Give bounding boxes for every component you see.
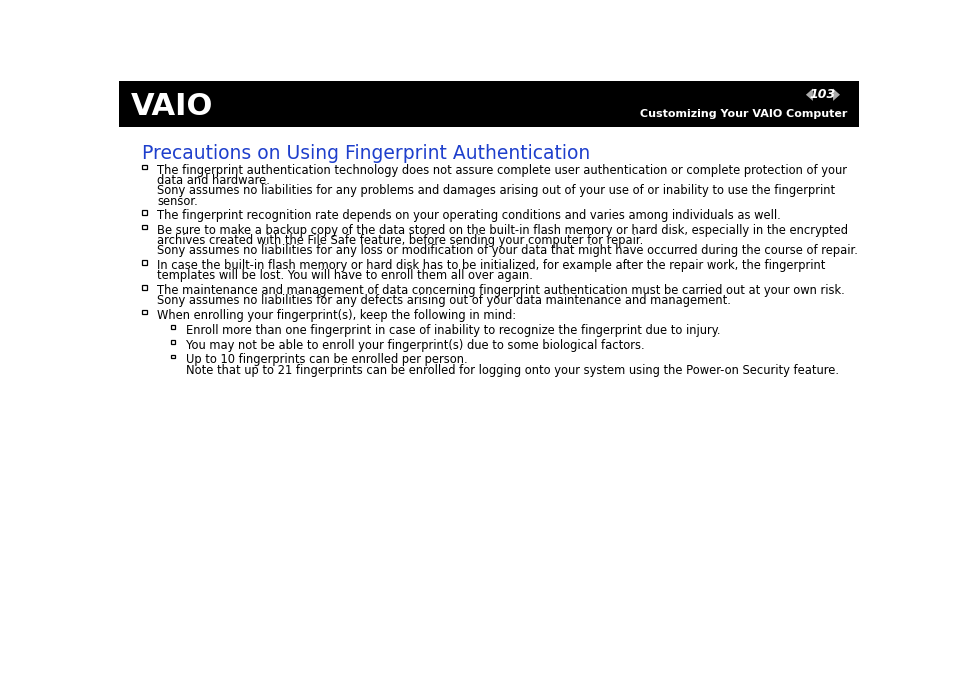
Text: Note that up to 21 fingerprints can be enrolled for logging onto your system usi: Note that up to 21 fingerprints can be e… [186, 364, 838, 377]
Text: In case the built-in flash memory or hard disk has to be initialized, for exampl: In case the built-in flash memory or har… [157, 259, 824, 272]
Text: The fingerprint authentication technology does not assure complete user authenti: The fingerprint authentication technolog… [157, 164, 846, 177]
Bar [142, 260, 147, 265]
Bar [142, 210, 147, 215]
Bar [119, 81, 858, 127]
Text: Customizing Your VAIO Computer: Customizing Your VAIO Computer [639, 109, 846, 119]
Text: VAIO: VAIO [131, 92, 213, 121]
Text: Enroll more than one fingerprint in case of inability to recognize the fingerpri: Enroll more than one fingerprint in case… [186, 324, 720, 337]
Text: Sony assumes no liabilities for any loss or modification of your data that might: Sony assumes no liabilities for any loss… [157, 245, 857, 257]
Bar [142, 285, 147, 290]
Bar [171, 325, 174, 329]
Polygon shape [805, 88, 812, 101]
Text: archives created with the File Safe feature, before sending your computer for re: archives created with the File Safe feat… [157, 235, 643, 247]
Text: data and hardware.: data and hardware. [157, 174, 270, 187]
Text: templates will be lost. You will have to enroll them all over again.: templates will be lost. You will have to… [157, 270, 533, 282]
Text: The maintenance and management of data concerning fingerprint authentication mus: The maintenance and management of data c… [157, 284, 844, 297]
Bar [142, 310, 147, 315]
Text: Sony assumes no liabilities for any problems and damages arising out of your use: Sony assumes no liabilities for any prob… [157, 185, 835, 197]
Text: 103: 103 [809, 88, 835, 101]
Text: You may not be able to enroll your fingerprint(s) due to some biological factors: You may not be able to enroll your finge… [186, 338, 644, 352]
Text: When enrolling your fingerprint(s), keep the following in mind:: When enrolling your fingerprint(s), keep… [157, 309, 516, 322]
Text: Sony assumes no liabilities for any defects arising out of your data maintenance: Sony assumes no liabilities for any defe… [157, 295, 730, 307]
Bar [142, 225, 147, 229]
Text: Be sure to make a backup copy of the data stored on the built-in flash memory or: Be sure to make a backup copy of the dat… [157, 224, 847, 237]
Bar [171, 355, 174, 359]
Text: The fingerprint recognition rate depends on your operating conditions and varies: The fingerprint recognition rate depends… [157, 210, 781, 222]
Text: sensor.: sensor. [157, 195, 198, 208]
Text: Up to 10 fingerprints can be enrolled per person.: Up to 10 fingerprints can be enrolled pe… [186, 353, 467, 367]
Bar [142, 165, 147, 169]
Text: Precautions on Using Fingerprint Authentication: Precautions on Using Fingerprint Authent… [142, 144, 590, 163]
Bar [171, 340, 174, 344]
Polygon shape [832, 88, 840, 101]
